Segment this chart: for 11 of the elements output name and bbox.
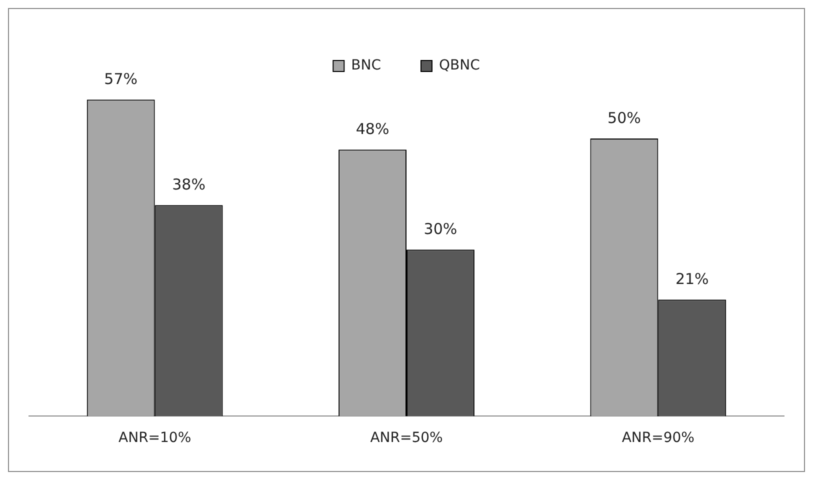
legend-label: BNC xyxy=(351,58,382,74)
data-label: 50% xyxy=(608,108,641,127)
data-label: 21% xyxy=(675,270,709,288)
x-tick-label: ANR=50% xyxy=(370,430,443,446)
x-tick-label: ANR=10% xyxy=(118,430,192,446)
data-label: 57% xyxy=(104,70,138,88)
data-label: 38% xyxy=(172,176,206,194)
data-label: 48% xyxy=(356,120,390,138)
legend-label: QBNC xyxy=(438,58,480,74)
x-tick-label: ANR=90% xyxy=(622,430,694,446)
data-label: 30% xyxy=(424,220,458,238)
